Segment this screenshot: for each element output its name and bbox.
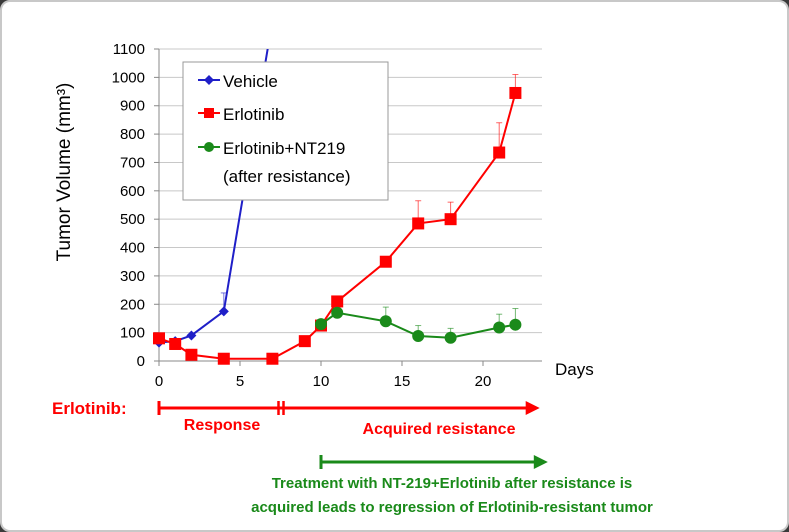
x-tick-label: 10 [313, 373, 330, 390]
y-tick-label: 100 [120, 325, 145, 342]
data-point [217, 352, 230, 365]
y-tick-label: 800 [120, 126, 145, 143]
data-point [509, 86, 522, 99]
legend-combo-label-line2: (after resistance) [223, 167, 351, 186]
y-tick-label: 200 [120, 296, 145, 313]
data-point [493, 146, 506, 159]
legend-vehicle-label: Vehicle [223, 72, 278, 91]
x-tick-label: 5 [236, 373, 244, 390]
data-point [169, 337, 182, 350]
treatment-arrow-arrowhead [533, 455, 548, 469]
acquired-resistance-label: Acquired resistance [363, 421, 516, 438]
y-tick-label: 600 [120, 183, 145, 200]
x-tick-label: 20 [475, 373, 492, 390]
data-point [379, 255, 392, 268]
y-tick-label: 1100 [113, 41, 145, 58]
data-point [331, 295, 344, 308]
data-point [185, 348, 198, 361]
x-tick-label: 15 [394, 373, 411, 390]
series-group [153, 16, 522, 365]
legend-box [182, 61, 389, 201]
x-tick-label: 0 [155, 373, 163, 390]
response-label: Response [184, 417, 261, 434]
x-axis-label: Days [555, 360, 594, 379]
legend-erlotinib-label: Erlotinib [223, 105, 284, 124]
data-point [153, 332, 165, 345]
treatment-text-line2: acquired leads to regression of Erlotini… [251, 499, 653, 516]
data-point [444, 213, 457, 226]
y-tick-label: 0 [137, 353, 145, 370]
y-tick-label: 900 [120, 98, 145, 115]
data-point [379, 315, 392, 328]
series-erlotinib-nt219 [315, 306, 522, 344]
data-point [493, 321, 506, 334]
erlotinib-label: Erlotinib: [52, 399, 127, 418]
erlotinib-arrow-arrowhead [525, 401, 540, 415]
y-tick-label: 500 [120, 211, 145, 228]
y-tick-label: 700 [120, 154, 145, 171]
legend: Vehicle Erlotinib Erlotinib+NT219 (after… [182, 61, 389, 201]
legend-combo-label: Erlotinib+NT219 [223, 139, 345, 158]
data-point [218, 306, 229, 317]
data-point [186, 330, 197, 341]
data-point [267, 16, 277, 26]
data-point [298, 335, 311, 348]
data-point [266, 352, 279, 365]
treatment-text-line1: Treatment with NT-219+Erlotinib after re… [272, 475, 633, 492]
y-tick-label: 1000 [112, 69, 145, 86]
y-axis-label: Tumor Volume (mm³) [54, 83, 75, 262]
data-point [444, 331, 457, 344]
data-point [412, 217, 425, 230]
data-point [412, 330, 425, 343]
legend-vehicle-marker [204, 75, 214, 85]
legend-erlotinib-marker [204, 108, 214, 118]
data-point [331, 306, 344, 319]
y-tick-label: 300 [120, 268, 145, 285]
data-point [509, 318, 522, 331]
data-point [315, 318, 327, 331]
y-tick-label: 400 [120, 240, 145, 257]
legend-combo-marker [204, 142, 214, 152]
